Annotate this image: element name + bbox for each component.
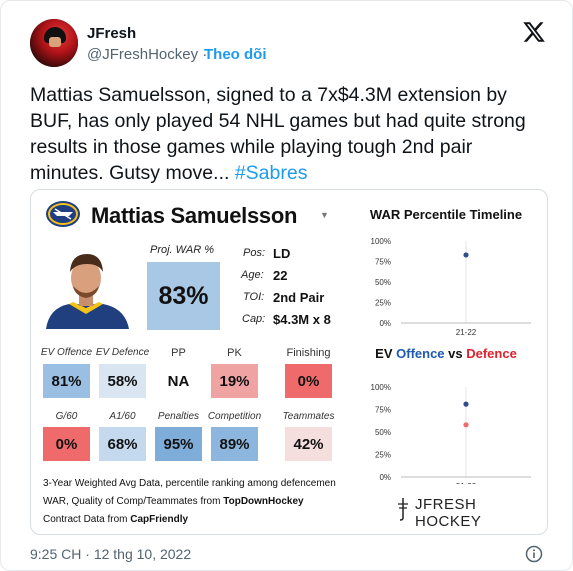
chart2-title-vs: vs	[444, 346, 467, 361]
cap-value: $4.3M x 8	[273, 312, 331, 327]
stat-label: Competition	[207, 411, 262, 422]
stat-value: 68%	[99, 427, 146, 461]
chart2-title-offence: Offence	[396, 346, 445, 361]
footnote-war-source: TopDownHockey	[223, 496, 304, 507]
chevron-down-icon: ▼	[320, 210, 329, 220]
cap-label: Cap:	[242, 313, 266, 325]
ev-offence-defence-chart: 100% 75% 50% 25% 0% 21-22	[371, 383, 531, 484]
follow-button[interactable]: Theo dõi	[204, 46, 267, 63]
stat-value: 19%	[211, 364, 258, 398]
footnote-war-prefix: WAR, Quality of Comp/Teammates from	[43, 496, 224, 507]
author-avatar[interactable]	[30, 19, 78, 67]
stat-label: PK	[227, 347, 242, 359]
y-tick-label: 0%	[379, 319, 391, 328]
y-tick-label: 50%	[375, 428, 391, 437]
footnote-contract-source: CapFriendly	[130, 514, 189, 525]
stat-value: 42%	[285, 427, 332, 461]
player-name: Mattias Samuelsson	[91, 203, 298, 228]
pos-value: LD	[273, 246, 291, 261]
data-point	[463, 401, 469, 407]
tweet-date[interactable]: 12 thg 10, 2022	[93, 546, 192, 562]
hashtag-link[interactable]: #Sabres	[234, 162, 308, 184]
stat-label: Teammates	[282, 411, 335, 422]
stat-label: A1/60	[109, 411, 136, 422]
x-tick-label: 21-22	[456, 482, 477, 484]
stat-label: EV Defence	[95, 347, 150, 358]
chart2-title-ev: EV	[375, 346, 397, 361]
stat-label: Penalties	[157, 411, 200, 422]
footnote-contract: Contract Data from CapFriendly	[43, 514, 188, 525]
toi-value: 2nd Pair	[273, 290, 325, 305]
info-icon[interactable]	[525, 545, 543, 563]
jfresh-logo-icon	[398, 498, 408, 521]
tweet-body: Mattias Samuelsson, signed to a 7x$4.3M …	[30, 84, 526, 184]
footnote-war: WAR, Quality of Comp/Teammates from TopD…	[43, 496, 304, 507]
y-tick-label: 0%	[379, 473, 391, 482]
stat-value: 0%	[285, 364, 332, 398]
stat-value: 58%	[99, 364, 146, 398]
chart2-title-defence: Defence	[466, 346, 517, 361]
data-point	[463, 252, 469, 258]
tweet-time[interactable]: 9:25 CH	[30, 546, 82, 562]
author-name[interactable]: JFresh	[87, 25, 137, 42]
tweet-timestamp[interactable]: 9:25 CH · 12 thg 10, 2022	[30, 546, 192, 562]
author-handle[interactable]: @JFreshHockey ·	[87, 46, 207, 63]
y-tick-label: 100%	[371, 383, 391, 392]
x-tick-label: 21-22	[456, 328, 477, 337]
stat-value: 95%	[155, 427, 202, 461]
stat-label: PP	[171, 347, 186, 359]
sabres-logo-icon	[46, 201, 80, 227]
y-tick-label: 100%	[371, 237, 391, 246]
stat-value: NA	[155, 364, 202, 398]
stat-value: 0%	[43, 427, 90, 461]
toi-label: TOI:	[243, 291, 265, 303]
brand-name: JFRESH HOCKEY	[415, 496, 482, 530]
player-card-image[interactable]: Mattias Samuelsson ▼ Proj. WAR % 83% Pos…	[30, 189, 548, 535]
stat-label: Finishing	[286, 347, 331, 359]
y-tick-label: 25%	[375, 299, 391, 308]
tweet-text: Mattias Samuelsson, signed to a 7x$4.3M …	[30, 82, 550, 186]
y-tick-label: 75%	[375, 258, 391, 267]
handle-separator: ·	[202, 46, 208, 63]
player-headshot	[41, 242, 131, 329]
proj-war-label: Proj. WAR %	[150, 244, 214, 256]
y-tick-label: 50%	[375, 278, 391, 287]
stat-value: 89%	[211, 427, 258, 461]
x-logo-icon[interactable]	[522, 20, 546, 44]
author-handle-text[interactable]: @JFreshHockey	[87, 46, 199, 63]
footnote-contract-prefix: Contract Data from	[43, 514, 131, 525]
stat-label: EV Offence	[40, 347, 93, 358]
y-tick-label: 75%	[375, 406, 391, 415]
chart2-title: EV Offence vs Defence	[361, 346, 531, 361]
age-value: 22	[273, 268, 288, 283]
footnote-data: 3-Year Weighted Avg Data, percentile ran…	[43, 478, 336, 489]
stat-label: G/60	[55, 411, 78, 422]
y-tick-label: 25%	[375, 451, 391, 460]
war-timeline-chart: 100% 75% 50% 25% 0% 21-22	[371, 237, 531, 337]
age-label: Age:	[241, 269, 264, 281]
chart1-title: WAR Percentile Timeline	[369, 207, 523, 222]
proj-war-value: 83%	[147, 262, 220, 330]
stat-value: 81%	[43, 364, 90, 398]
data-point	[463, 422, 469, 428]
pos-label: Pos:	[243, 247, 266, 259]
